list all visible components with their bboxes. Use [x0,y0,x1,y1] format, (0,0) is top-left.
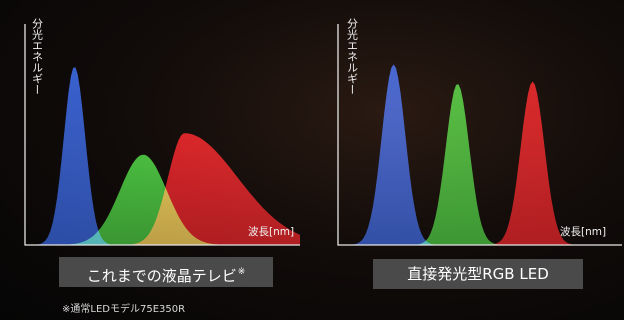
caption-lcd-text: これまでの液晶テレビ [86,267,237,285]
chart-panel-lcd: 分光エネルギー 波長[nm] [0,0,300,260]
y-axis-label-lcd: 分光エネルギー [30,18,44,95]
spectrum-peak-blue [25,67,300,245]
spectrum-chart-lcd [24,24,300,246]
chart-panel-rgb-led: 分光エネルギー 波長[nm] [320,0,624,260]
spectrum-peak-red [25,133,300,245]
x-axis-label-lcd: 波長[nm] [248,226,295,238]
caption-rgb-led: 直接発光型RGB LED [373,259,583,289]
y-axis-label-rgb-led: 分光エネルギー [345,18,359,95]
caption-rgb-led-text: 直接発光型RGB LED [407,265,549,283]
spectrum-peak-red [338,81,616,245]
chart-axes [337,24,622,246]
caption-lcd: これまでの液晶テレビ※ [59,257,273,287]
spectrum-chart-rgb-led [337,24,622,246]
chart-axes [24,24,300,246]
caption-lcd-mark: ※ [237,267,246,277]
footnote: ※通常LEDモデル75E350R [62,304,186,315]
x-axis-label-rgb-led: 波長[nm] [560,226,607,238]
spectrum-peak-green [338,84,616,245]
spectrum-peak-blue [338,64,616,246]
